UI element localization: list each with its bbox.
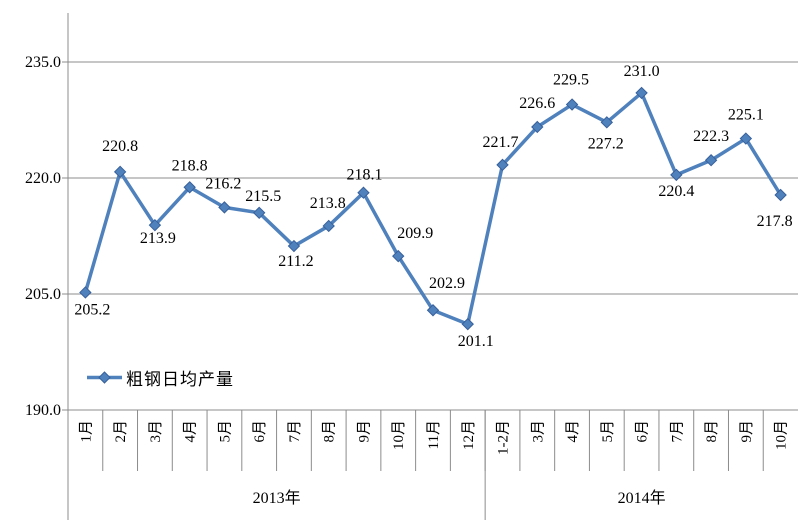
data-point-marker [287, 239, 301, 253]
data-point-label: 215.5 [245, 188, 281, 205]
data-point-label: 216.2 [205, 175, 241, 192]
data-point-label: 222.3 [693, 128, 729, 145]
legend-label: 粗钢日均产量 [126, 370, 234, 389]
x-year-label: 2013年 [253, 489, 301, 507]
data-point-marker [113, 165, 127, 179]
data-point-marker [531, 120, 544, 134]
data-point-marker [600, 116, 614, 129]
data-point-label: 201.1 [458, 333, 494, 350]
x-month-label: 9月 [356, 420, 372, 443]
data-point-marker [357, 186, 370, 199]
data-point-marker [739, 132, 753, 145]
x-month-label: 8月 [704, 420, 720, 443]
x-month-label: 4月 [565, 420, 581, 443]
data-point-label: 218.1 [346, 167, 382, 184]
data-point-marker [218, 201, 231, 214]
data-point-marker [252, 206, 266, 220]
data-point-label: 202.9 [429, 275, 465, 292]
legend-series-marker-icon [87, 371, 122, 384]
data-point-label: 220.8 [102, 138, 138, 155]
data-point-marker [392, 249, 405, 263]
data-point-label: 217.8 [757, 213, 793, 230]
data-point-label: 205.2 [74, 301, 110, 318]
data-point-marker [322, 219, 335, 233]
data-point-marker [148, 218, 162, 232]
x-month-label: 11月 [426, 420, 442, 449]
x-month-label: 6月 [635, 420, 651, 443]
x-month-label: 9月 [739, 420, 755, 443]
data-point-label: 213.8 [310, 195, 346, 212]
data-point-label: 220.4 [658, 183, 694, 200]
y-axis-tick-label: 205.0 [25, 286, 61, 303]
data-point-marker [183, 181, 196, 194]
x-month-label: 7月 [287, 420, 303, 443]
data-point-marker [670, 168, 683, 182]
x-month-label: 3月 [148, 420, 164, 443]
data-point-label: 231.0 [624, 63, 660, 80]
data-point-marker [461, 317, 474, 331]
data-point-label: 225.1 [728, 107, 764, 124]
x-month-label: 10月 [774, 420, 790, 450]
x-year-label: 2014年 [618, 489, 666, 507]
x-month-label: 5月 [217, 420, 233, 443]
data-point-label: 227.2 [588, 135, 624, 152]
x-month-label: 8月 [322, 420, 338, 443]
data-point-marker [704, 154, 718, 167]
data-point-marker [774, 188, 787, 202]
y-axis-tick-label: 190.0 [25, 402, 61, 419]
data-point-marker [496, 158, 509, 172]
x-month-label: 10月 [391, 420, 407, 450]
data-point-label: 229.5 [553, 72, 589, 89]
x-month-label: 5月 [600, 420, 616, 443]
x-month-label: 1月 [78, 420, 94, 443]
data-point-marker [426, 304, 440, 317]
data-point-marker [79, 286, 92, 299]
data-point-marker [565, 98, 579, 111]
data-point-label: 209.9 [397, 225, 433, 242]
data-point-marker [635, 86, 648, 100]
x-month-label: 7月 [669, 420, 685, 443]
data-point-label: 213.9 [140, 230, 176, 247]
x-month-label: 2月 [113, 420, 129, 443]
data-point-label: 211.2 [278, 253, 313, 270]
x-month-label: 1-2月 [496, 420, 512, 455]
y-axis-tick-label: 235.0 [25, 54, 61, 71]
data-point-label: 226.6 [519, 95, 555, 112]
legend: 粗钢日均产量 [86, 365, 234, 390]
x-month-label: 12月 [461, 420, 477, 450]
x-month-label: 3月 [530, 420, 546, 443]
data-point-label: 218.8 [172, 157, 208, 174]
x-month-label: 6月 [252, 420, 268, 443]
y-axis-tick-label: 220.0 [25, 170, 61, 187]
x-month-label: 4月 [183, 420, 199, 443]
data-point-label: 221.7 [483, 134, 519, 151]
